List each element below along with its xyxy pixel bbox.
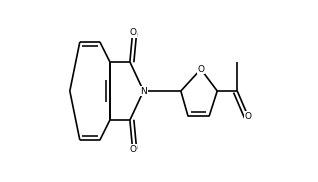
Text: O: O (245, 112, 252, 121)
Text: O: O (197, 65, 204, 74)
Text: N: N (140, 86, 147, 96)
Text: O: O (129, 28, 136, 37)
Text: O: O (129, 145, 136, 154)
